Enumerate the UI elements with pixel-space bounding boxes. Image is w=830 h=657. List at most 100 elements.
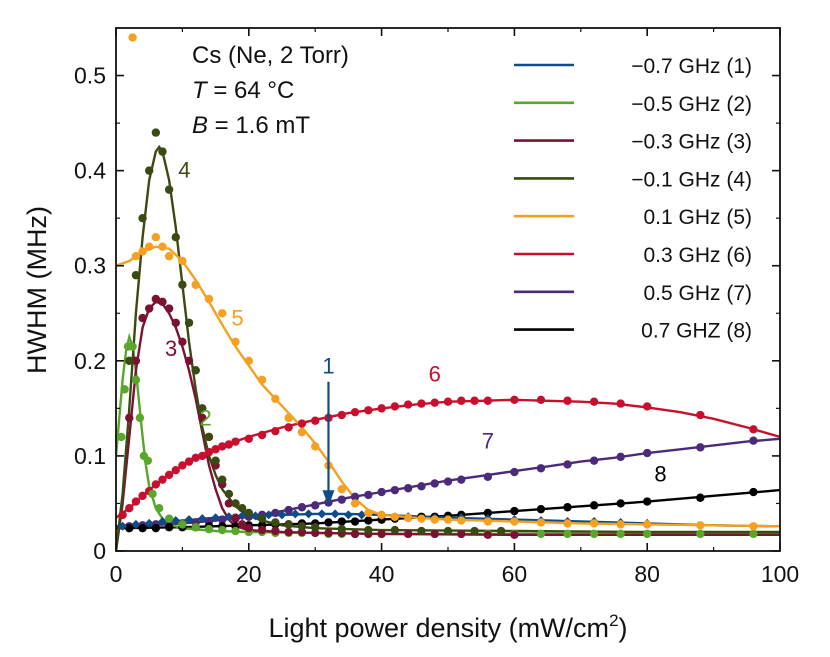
- series-line-2: [116, 332, 780, 536]
- point-series-1: [118, 521, 128, 531]
- point-series-5: [510, 517, 519, 526]
- y-tick-label: 0.2: [74, 348, 106, 374]
- point-series-5: [138, 247, 147, 256]
- point-series-6: [138, 491, 147, 501]
- point-series-5: [403, 513, 413, 522]
- info-box: Cs (Ne, 2 Torr) T = 64 °C B = 1.6 mT: [192, 42, 349, 139]
- x-tick-label: 40: [369, 561, 395, 587]
- legend-label-4: −0.1 GHz (4): [631, 168, 752, 191]
- point-series-5: [377, 510, 386, 520]
- point-series-1: [184, 515, 194, 525]
- point-series-5: [204, 294, 214, 304]
- point-series-5: [158, 242, 167, 251]
- point-series-3: [257, 525, 267, 535]
- x-tick-label: 80: [634, 561, 660, 587]
- point-series-7: [364, 490, 373, 500]
- point-series-4: [131, 271, 141, 280]
- info-line-field: B = 1.6 mT: [192, 112, 310, 139]
- point-series-4: [158, 147, 167, 156]
- point-series-6: [297, 419, 307, 428]
- point-series-2: [131, 375, 141, 385]
- point-series-1: [131, 519, 141, 529]
- point-series-6: [350, 407, 360, 417]
- data-points: [117, 33, 758, 540]
- point-series-5: [231, 337, 240, 346]
- point-series-8: [125, 523, 134, 533]
- point-series-7: [417, 482, 426, 491]
- point-series-3: [271, 526, 280, 536]
- point-series-5: [430, 515, 439, 524]
- arrow-label: 1: [322, 354, 334, 379]
- point-series-4: [138, 213, 147, 223]
- point-series-5: [131, 252, 141, 261]
- point-series-6: [390, 402, 400, 411]
- point-series-5: [128, 33, 137, 42]
- point-series-1: [343, 510, 353, 520]
- point-series-6: [470, 396, 479, 405]
- point-series-3: [324, 528, 333, 538]
- point-series-1: [277, 510, 287, 520]
- point-series-2: [143, 456, 153, 465]
- point-series-1: [157, 517, 167, 527]
- point-series-6: [443, 397, 453, 406]
- curve-label-3: 3: [165, 336, 177, 361]
- point-series-7: [443, 477, 453, 486]
- point-series-4: [470, 526, 479, 536]
- point-series-4: [171, 233, 180, 242]
- point-series-1: [197, 514, 207, 524]
- point-series-4: [151, 128, 161, 137]
- point-series-8: [151, 523, 161, 533]
- point-series-2: [148, 489, 157, 499]
- point-series-6: [616, 399, 625, 408]
- x-tick-label: 100: [761, 561, 799, 587]
- curve-label-7: 7: [482, 428, 494, 453]
- point-series-5: [191, 280, 200, 289]
- point-series-6: [364, 406, 373, 415]
- point-series-3: [224, 499, 234, 508]
- point-series-5: [218, 309, 227, 318]
- x-tick-label: 60: [502, 561, 528, 587]
- legend-label-5: 0.1 GHz (5): [643, 206, 752, 229]
- point-series-7: [337, 495, 346, 504]
- point-series-8: [350, 517, 360, 526]
- curve-labels: 2 3 4 5 6 7 8: [165, 157, 667, 486]
- point-series-5: [284, 413, 293, 423]
- point-series-6: [131, 497, 141, 506]
- point-series-6: [284, 423, 293, 432]
- point-series-7: [696, 443, 705, 452]
- point-series-8: [364, 516, 373, 525]
- y-tick-label: 0.4: [74, 158, 106, 184]
- point-series-1: [224, 512, 234, 522]
- point-series-3: [244, 523, 253, 533]
- point-series-3: [178, 337, 187, 346]
- point-series-6: [164, 470, 174, 480]
- point-series-5: [350, 499, 360, 508]
- point-series-6: [125, 504, 134, 513]
- point-series-6: [536, 395, 546, 405]
- curve-label-6: 6: [429, 362, 441, 387]
- point-series-7: [390, 485, 400, 495]
- point-series-3: [231, 513, 240, 522]
- point-series-1: [304, 509, 314, 519]
- point-series-8: [563, 503, 572, 512]
- point-series-4: [496, 526, 506, 536]
- point-series-8: [483, 508, 493, 518]
- point-series-4: [164, 185, 174, 194]
- point-series-6: [563, 396, 572, 405]
- curve-label-2: 2: [200, 405, 212, 430]
- legend-label-1: −0.7 GHz (1): [631, 55, 752, 78]
- point-series-1: [211, 513, 221, 523]
- point-series-6: [211, 445, 220, 454]
- point-series-6: [417, 399, 426, 408]
- point-series-2: [117, 432, 126, 442]
- point-series-5: [457, 516, 466, 525]
- y-tick-label: 0: [93, 538, 106, 564]
- point-series-6: [696, 410, 705, 420]
- point-series-5: [563, 519, 572, 528]
- info-line-sample: Cs (Ne, 2 Torr): [192, 42, 349, 69]
- point-series-5: [364, 508, 373, 518]
- point-series-5: [145, 242, 154, 251]
- point-series-7: [616, 452, 625, 462]
- point-series-6: [457, 396, 466, 405]
- point-series-7: [563, 460, 572, 469]
